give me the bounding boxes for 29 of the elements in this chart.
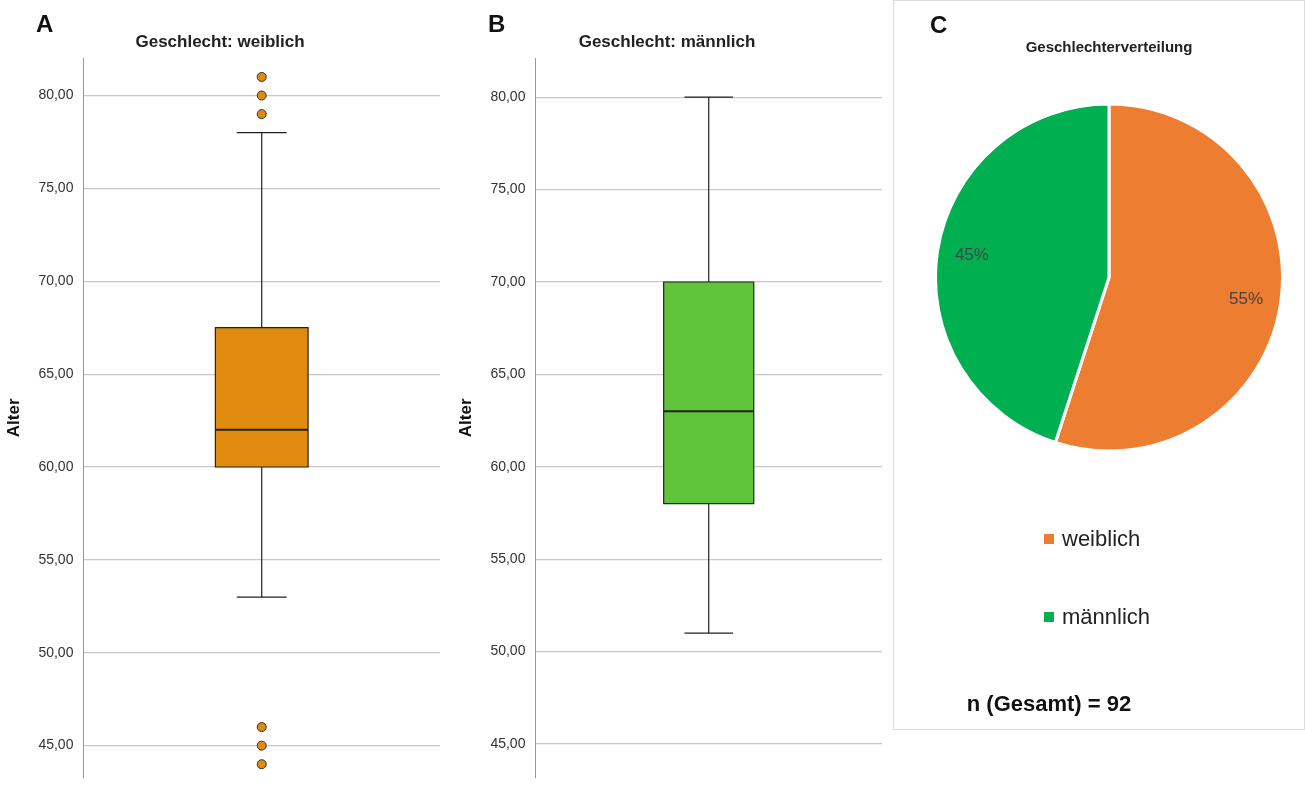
y-tick-label: 75,00 [38,179,74,196]
text: B [488,10,506,38]
y-tick-label: 50,00 [490,642,526,659]
y-tick-label: 70,00 [490,272,526,289]
y-tick-label: 75,00 [490,180,526,197]
y-tick-label: 45,00 [490,734,526,751]
y-tick-label: 55,00 [490,550,526,567]
y-tick-label: 80,00 [38,86,74,103]
y-tick-label: 70,00 [38,272,74,289]
data-label: 45% [954,245,989,265]
y-axis-title: Alter [455,398,475,438]
chart-title: Geschlecht: weiblich [135,31,305,51]
y-tick-label: 65,00 [490,365,526,382]
y-tick-label: 55,00 [38,550,74,567]
y-tick-label: 80,00 [490,88,526,105]
text: C [930,11,948,39]
text: n (Gesamt) = 92 [965,691,1133,717]
legend-label: weiblich [1062,526,1141,552]
y-tick-label: 50,00 [38,643,74,660]
legend-label: männlich [1062,604,1151,630]
y-tick-label: 65,00 [38,365,74,382]
chart-title: Geschlechterverteilung [1025,38,1193,56]
data-label: 55% [1229,288,1264,308]
y-tick-label: 60,00 [38,457,74,474]
y-tick-label: 60,00 [490,457,526,474]
chart-title: Geschlecht: männlich [578,31,756,51]
text: A [36,10,54,38]
y-axis-title: Alter [3,398,23,438]
y-tick-label: 45,00 [38,736,74,753]
